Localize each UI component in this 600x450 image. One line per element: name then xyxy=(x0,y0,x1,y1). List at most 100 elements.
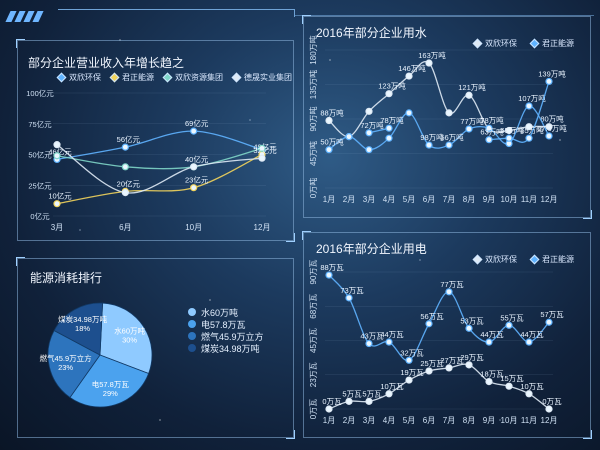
data-label: 18万瓦 xyxy=(480,370,504,379)
data-label: 10亿元 xyxy=(48,191,72,201)
data-label: 65万吨 xyxy=(500,125,524,135)
pie-legend-item[interactable]: 水60万吨 xyxy=(188,306,264,318)
legend-label: 双欣资源集团 xyxy=(175,73,223,82)
pie-legend-label: 电57.8万瓦 xyxy=(201,319,246,330)
x-tick-label: 8月 xyxy=(463,416,475,425)
y-tick-label: 23万瓦 xyxy=(309,362,318,387)
data-point xyxy=(485,378,493,386)
data-point xyxy=(425,320,433,328)
data-point xyxy=(525,102,533,110)
legend-swatch-icon xyxy=(188,344,196,352)
data-label: 69亿元 xyxy=(185,118,209,128)
legend-item[interactable]: 德晟实业集团 xyxy=(231,72,292,83)
data-point xyxy=(365,107,373,115)
legend-item[interactable]: 双欣环保 xyxy=(56,72,101,83)
data-point xyxy=(365,146,373,154)
data-point xyxy=(121,163,129,171)
series-line xyxy=(328,363,550,410)
data-point xyxy=(365,129,373,137)
x-tick-label: 8月 xyxy=(463,195,475,204)
x-tick-label: 9月 xyxy=(483,416,495,425)
data-point xyxy=(445,364,453,372)
x-tick-label: 5月 xyxy=(403,195,415,204)
data-label: 57万瓦 xyxy=(540,310,564,319)
legend-item[interactable]: 君正能源 xyxy=(109,72,154,83)
legend-label: 双欣环保 xyxy=(485,255,517,264)
legend-swatch-icon xyxy=(188,320,196,328)
energy-title: 能源消耗排行 xyxy=(30,271,103,285)
x-tick-label: 3月 xyxy=(363,195,375,204)
pie-legend-label: 水60万吨 xyxy=(201,307,239,318)
data-point xyxy=(545,132,553,140)
data-point xyxy=(465,361,473,369)
header-line-right xyxy=(294,15,594,16)
legend-label: 双欣环保 xyxy=(485,39,517,48)
data-point xyxy=(525,390,533,398)
data-point xyxy=(505,382,513,390)
x-tick-label: 7月 xyxy=(443,195,455,204)
revenue-panel xyxy=(16,39,295,242)
data-label: 107万吨 xyxy=(518,93,546,103)
data-point xyxy=(545,405,553,413)
pie-legend-label: 燃气45.9万立方 xyxy=(201,331,264,342)
data-point xyxy=(485,124,493,132)
data-label: 32万瓦 xyxy=(400,348,424,357)
data-label: 20亿元 xyxy=(117,178,141,188)
legend-label: 德晟实业集团 xyxy=(244,73,292,82)
data-label: 27万瓦 xyxy=(440,356,464,365)
water-title: 2016年部分企业用水 xyxy=(316,26,427,40)
series-line xyxy=(56,153,263,205)
data-point xyxy=(545,123,553,131)
data-point xyxy=(405,72,413,80)
x-tick-label: 12月 xyxy=(541,195,558,204)
legend-item[interactable]: 君正能源 xyxy=(529,38,574,49)
y-tick-label: 0万瓦 xyxy=(309,399,318,419)
data-label: 32亿元 xyxy=(253,145,277,155)
data-point xyxy=(345,133,353,141)
data-label: 49亿元 xyxy=(253,142,277,152)
data-point xyxy=(190,184,198,192)
data-point xyxy=(190,163,198,171)
pie-label: 水60万吨 30% xyxy=(114,326,145,345)
data-label: 55万瓦 xyxy=(500,313,524,322)
x-tick-label: 9月 xyxy=(483,195,495,204)
y-tick-label: 180万吨 xyxy=(308,35,318,64)
pie-legend-item[interactable]: 燃气45.9万立方 xyxy=(188,330,264,342)
data-label: 139万吨 xyxy=(538,68,566,78)
y-tick-label: 50亿元 xyxy=(28,150,52,160)
data-label: 15万瓦 xyxy=(500,374,524,383)
y-tick-label: 45万瓦 xyxy=(309,328,318,353)
data-label: 77万吨 xyxy=(460,116,484,126)
y-tick-label: 0万吨 xyxy=(308,178,318,198)
data-label: 163万吨 xyxy=(418,50,446,60)
legend-item[interactable]: 双欣环保 xyxy=(472,254,517,265)
data-label: 98万吨 xyxy=(420,132,444,142)
legend-item[interactable]: 双欣环保 xyxy=(472,38,517,49)
x-tick-label: 4月 xyxy=(383,195,395,204)
x-tick-label: 10月 xyxy=(501,416,518,425)
data-label: 88万吨 xyxy=(320,108,344,118)
data-label: 23亿元 xyxy=(185,175,209,185)
data-point xyxy=(385,124,393,132)
power-legend: 双欣环保 君正能源 xyxy=(472,254,574,265)
data-point xyxy=(258,144,266,152)
data-label: 40亿元 xyxy=(185,154,209,164)
legend-item[interactable]: 双欣资源集团 xyxy=(162,72,223,83)
data-point xyxy=(121,143,129,151)
data-label: 5万瓦 xyxy=(362,389,382,398)
pie-label: 燃气45.9万立方 23% xyxy=(40,353,93,372)
pie-legend-item[interactable]: 电57.8万瓦 xyxy=(188,318,264,330)
data-point xyxy=(465,125,473,133)
y-tick-label: 75亿元 xyxy=(28,119,52,129)
legend-item[interactable]: 君正能源 xyxy=(529,254,574,265)
data-label: 67.9万吨 xyxy=(537,123,567,133)
energy-panel xyxy=(16,257,295,439)
pie-legend-item[interactable]: 煤炭34.98万吨 xyxy=(188,342,264,354)
data-label: 146万吨 xyxy=(398,63,426,73)
x-tick-label: 1月 xyxy=(323,416,335,425)
data-label: 10万瓦 xyxy=(380,382,404,391)
x-tick-label: 6月 xyxy=(423,195,435,204)
pie-slice xyxy=(99,302,153,375)
